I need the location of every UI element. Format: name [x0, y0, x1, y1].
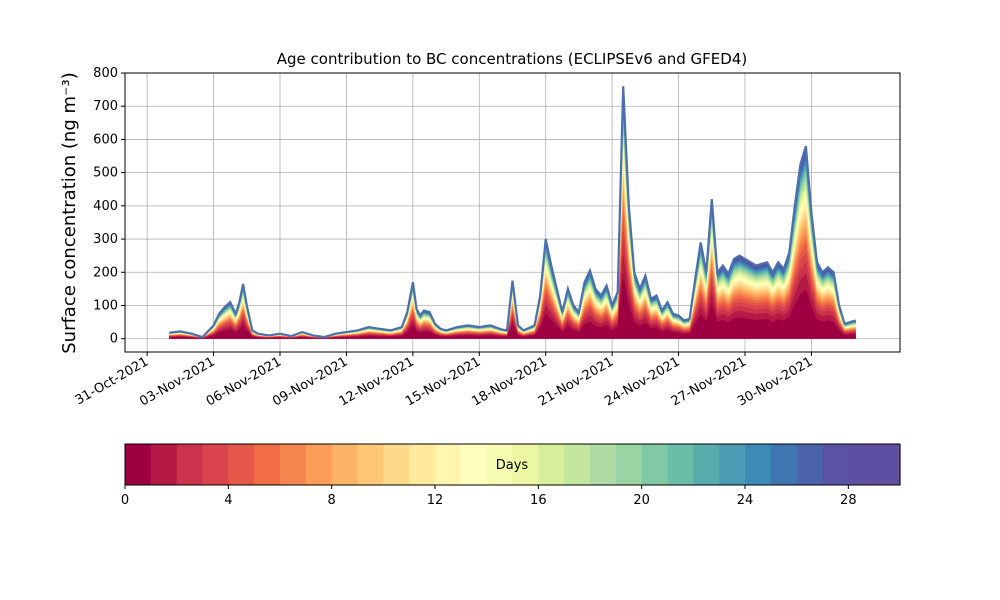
- colorbar-tick-label: 24: [737, 493, 754, 508]
- colorbar-cell: [615, 444, 643, 485]
- colorbar-cell: [357, 444, 384, 485]
- colorbar-cell: [719, 444, 746, 485]
- colorbar-frame: [124, 443, 901, 486]
- colorbar-cell: [486, 444, 514, 485]
- age-bands: [169, 86, 856, 339]
- colorbar-cell: [305, 444, 333, 485]
- y-tick-label: 500: [93, 166, 118, 181]
- age-band-area: [169, 274, 856, 339]
- y-tick-label: 800: [93, 66, 118, 81]
- y-axis-ticks: 0 100 200 300 400 500 600 700 800: [93, 66, 125, 347]
- colorbar-cell: [874, 444, 901, 485]
- y-tick-label: 200: [93, 265, 118, 280]
- colorbar-cell: [202, 444, 229, 485]
- colorbar-tick-label: 4: [224, 493, 232, 508]
- colorbar-cell: [538, 444, 565, 485]
- colorbar-tick-label: 8: [328, 493, 336, 508]
- x-axis-ticks: 31-Oct-202103-Nov-202106-Nov-202109-Nov-…: [73, 352, 815, 409]
- colorbar-cell: [280, 444, 307, 485]
- colorbar-cell: [435, 444, 462, 485]
- y-tick-label: 100: [93, 299, 118, 314]
- colorbar-tick-label: 20: [633, 493, 650, 508]
- total-concentration-line: [169, 86, 857, 339]
- colorbar-cell: [125, 444, 152, 485]
- colorbar-cell: [848, 444, 875, 485]
- y-tick-label: 300: [93, 232, 118, 247]
- y-tick-label: 600: [93, 132, 118, 147]
- colorbar-cell: [667, 444, 694, 485]
- y-tick-label: 0: [110, 332, 118, 347]
- colorbar-cell: [564, 444, 591, 485]
- colorbar-cells: [125, 444, 901, 485]
- colorbar-cell: [383, 444, 410, 485]
- y-axis-label: Surface concentration (ng m⁻³): [59, 72, 80, 354]
- colorbar-cell: [796, 444, 824, 485]
- colorbar-tick-label: 12: [427, 493, 444, 508]
- colorbar-cell: [254, 444, 281, 485]
- colorbar-cell: [693, 444, 720, 485]
- colorbar-cell: [150, 444, 178, 485]
- colorbar-cell: [770, 444, 798, 485]
- colorbar: Days 0 4 8 12 16 20 24 28: [121, 443, 901, 508]
- colorbar-cell: [331, 444, 359, 485]
- x-tick-label: 30-Nov-2021: [735, 354, 815, 409]
- colorbar-cell: [228, 444, 255, 485]
- colorbar-cell: [641, 444, 669, 485]
- y-tick-label: 700: [93, 99, 118, 114]
- plot-frame: [124, 72, 901, 353]
- colorbar-cell: [745, 444, 772, 485]
- colorbar-tick-label: 0: [121, 493, 129, 508]
- colorbar-cell: [176, 444, 204, 485]
- y-tick-label: 400: [93, 199, 118, 214]
- colorbar-cell: [590, 444, 617, 485]
- plot-area: 0 100 200 300 400 500 600 700 800 31-Oct-202103-…: [73, 66, 901, 409]
- chart-title: Age contribution to BC concentrations (E…: [277, 50, 748, 68]
- colorbar-cell: [409, 444, 436, 485]
- colorbar-tick-label: 16: [530, 493, 547, 508]
- colorbar-cell: [460, 444, 488, 485]
- colorbar-cell: [822, 444, 849, 485]
- colorbar-cell: [512, 444, 539, 485]
- colorbar-label: Days: [496, 458, 529, 473]
- colorbar-ticks: 0 4 8 12 16 20 24 28: [121, 485, 857, 508]
- colorbar-tick-label: 28: [840, 493, 857, 508]
